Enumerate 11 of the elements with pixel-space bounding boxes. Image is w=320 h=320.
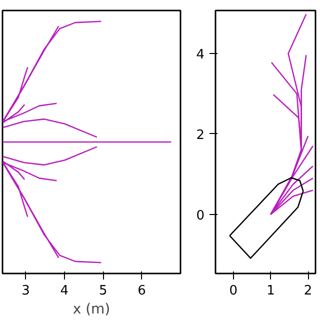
y-tick-label: 2 [196, 128, 205, 143]
x-tick-label: 0 [229, 284, 238, 298]
y-tick-label: 0 [196, 208, 205, 224]
x-tick-label: 4 [60, 284, 69, 298]
y-tick-label: 4 [196, 48, 205, 63]
x-tick-label: 6 [138, 284, 146, 298]
x-tick-label: 2 [304, 284, 312, 298]
x-tick-label: 3 [22, 284, 30, 298]
x-axis-title: x (m) [72, 302, 110, 318]
x-tick-label: 1 [266, 284, 275, 298]
x-tick-label: 5 [98, 284, 108, 298]
